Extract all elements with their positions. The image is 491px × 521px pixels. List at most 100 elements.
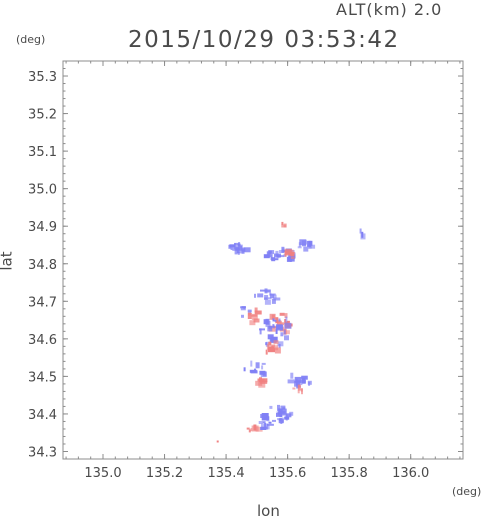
echo-cell-negative [289, 258, 292, 261]
y-tick-label: 35.2 [28, 108, 57, 123]
echo-cell-negative [229, 244, 236, 248]
echo-cell-negative [277, 404, 280, 411]
echo-cell-negative [264, 295, 269, 300]
echo-cell-negative [284, 335, 289, 341]
echo-cell-positive [255, 426, 263, 432]
y-tick-label: 34.9 [28, 220, 57, 235]
echo-cell-negative [269, 405, 273, 409]
echo-cell-positive [284, 313, 288, 319]
y-tick-label: 35.3 [28, 70, 57, 85]
echo-cell-positive [268, 341, 272, 346]
y-tick-label: 34.4 [28, 408, 57, 423]
x-tick-label: 135.6 [269, 466, 306, 481]
echo-cell-negative [241, 314, 244, 318]
echo-cell-negative [305, 375, 308, 380]
echo-cell-positive [258, 381, 266, 388]
echo-cell-negative [279, 415, 283, 418]
echo-cell-positive [274, 347, 281, 354]
echo-cell-positive [276, 321, 282, 327]
echo-cell-negative [261, 362, 266, 365]
echo-cell-positive [271, 314, 275, 320]
echo-cell-negative [307, 380, 312, 385]
echo-cell-positive [254, 310, 262, 315]
echo-cell-negative [272, 324, 275, 328]
echo-cell-negative [274, 319, 277, 322]
echo-cell-negative [267, 326, 273, 332]
echo-cell-positive [281, 322, 284, 326]
echo-cell-negative [294, 376, 302, 383]
echo-cell-negative [278, 418, 281, 422]
echo-cell-negative [268, 250, 272, 254]
echo-cell-negative [289, 411, 294, 416]
echo-cell-negative [292, 254, 295, 260]
echo-cell-negative [359, 228, 362, 234]
echo-cell-negative [277, 341, 284, 347]
x-unit-label: (deg) [452, 485, 482, 498]
echo-cell-negative [268, 421, 272, 424]
echo-cell-positive [254, 307, 258, 313]
echo-cell-negative [266, 424, 270, 430]
echo-cells [216, 221, 366, 443]
echo-cell-negative [264, 289, 271, 293]
echo-cell-negative [230, 247, 233, 250]
echo-cell-negative [243, 367, 246, 372]
echo-cell-positive [259, 377, 262, 383]
echo-cell-positive [300, 388, 303, 392]
echo-cell-positive [273, 340, 279, 345]
echo-cell-negative [282, 407, 286, 410]
echo-cell-negative [290, 372, 294, 379]
echo-cell-negative [297, 246, 302, 249]
echo-cell-negative [281, 417, 284, 423]
echo-cell-negative [269, 294, 274, 299]
y-tick-label: 35.0 [28, 183, 57, 198]
plot-frame [62, 60, 464, 460]
echo-cell-negative [275, 329, 278, 334]
echo-cell-negative [241, 247, 246, 252]
echo-cell-positive [297, 390, 300, 394]
y-tick-label: 34.5 [28, 370, 57, 385]
echo-cell-negative [272, 419, 276, 422]
x-tick-label: 135.4 [207, 466, 244, 481]
y-tick-label: 35.1 [28, 145, 57, 160]
echo-cell-negative [247, 309, 252, 313]
echo-cell-negative [271, 257, 276, 262]
echo-cell-positive [275, 317, 279, 324]
echo-cell-negative [279, 255, 285, 258]
echo-cell-positive [281, 224, 287, 228]
echo-cell-negative [272, 318, 275, 322]
echo-cell-negative [237, 243, 241, 246]
x-tick-label: 135.8 [331, 466, 368, 481]
y-tick-label: 34.3 [28, 445, 57, 460]
echo-cell-negative [281, 246, 285, 253]
echo-cell-negative [238, 245, 243, 251]
echo-cell-negative [280, 418, 283, 424]
echo-cell-positive [246, 427, 250, 430]
echo-cell-negative [308, 240, 313, 246]
echo-cell-negative [308, 245, 312, 249]
echo-cell-negative [265, 318, 270, 325]
echo-cell-positive [292, 387, 296, 390]
echo-cell-negative [280, 332, 284, 337]
echo-cell-positive [279, 312, 285, 316]
y-unit-label: (deg) [16, 33, 46, 46]
echo-cell-positive [249, 320, 256, 326]
echo-cell-negative [239, 250, 244, 254]
echo-cell-negative [272, 294, 277, 299]
axes: 34.3 34.4 34.5 34.6 34.7 34.8 34.9 35.0 35.1 35.2… [28, 60, 464, 481]
echo-cell-positive [253, 318, 260, 323]
echo-cell-positive [284, 250, 287, 257]
echo-cell-negative [258, 421, 263, 424]
echo-cell-negative [301, 377, 306, 384]
echo-cell-positive [283, 330, 290, 335]
echo-cell-positive [288, 249, 294, 256]
echo-cell-negative [264, 423, 267, 427]
echo-cell-negative [298, 242, 301, 248]
echo-cell-negative [250, 360, 253, 367]
echo-cell-negative [267, 297, 272, 300]
echo-cell-negative [278, 318, 281, 322]
echo-cell-negative [259, 328, 262, 335]
echo-cell-negative [270, 336, 278, 342]
x-tick-label: 135.0 [84, 466, 121, 481]
echo-cell-negative [302, 244, 306, 247]
echo-cell-negative [261, 413, 269, 418]
